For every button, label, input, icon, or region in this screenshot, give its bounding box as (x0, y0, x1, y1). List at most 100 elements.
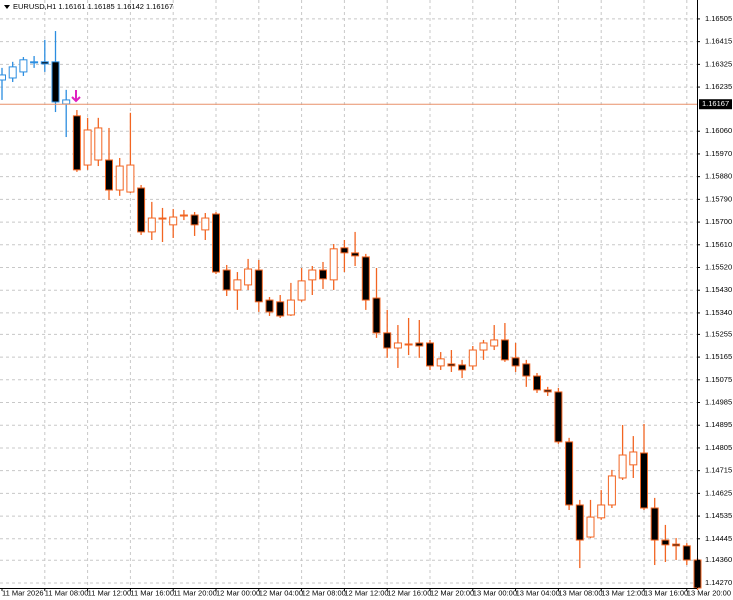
candle-body (640, 452, 648, 509)
candle-body (607, 475, 616, 506)
candle-body (19, 59, 28, 73)
candle-body (137, 187, 146, 233)
candle-body (72, 115, 81, 171)
y-tick-label: 1.16325 (705, 59, 732, 68)
candle-body (40, 61, 49, 65)
y-tick-label: 1.14715 (705, 466, 732, 475)
candle-body (672, 543, 681, 547)
candle-body (415, 342, 424, 347)
x-tick-label: 11 Mar 20:00 (173, 588, 217, 597)
candle-body (83, 129, 92, 166)
candle-body (0, 74, 6, 81)
y-tick-label: 1.16415 (705, 37, 732, 46)
candle-body (682, 545, 691, 561)
candle-body (479, 342, 488, 351)
y-tick-label: 1.15165 (705, 352, 732, 361)
y-tick-label: 1.15610 (705, 240, 732, 249)
candle-body (254, 269, 263, 303)
price-label-box (699, 99, 732, 110)
candle-body (169, 216, 178, 226)
candle-body (319, 269, 327, 280)
candle-body (115, 165, 124, 191)
candle-body (533, 375, 541, 391)
candle-body (51, 61, 60, 103)
candle-body (351, 252, 360, 257)
grid (0, 0, 697, 588)
y-tick-label: 1.15430 (705, 285, 732, 294)
y-tick-label: 1.14270 (705, 578, 732, 587)
sell-signal-arrow (71, 90, 81, 103)
x-tick-label: 11 Mar 08:00 (45, 588, 89, 597)
candle-body (244, 268, 253, 286)
symbol-menu-icon[interactable] (4, 5, 10, 9)
candle-body (490, 339, 499, 347)
candle-body (361, 256, 370, 301)
candle-body (565, 441, 574, 506)
y-tick-label: 1.15075 (705, 375, 732, 384)
candle-body (650, 507, 659, 541)
x-tick-label: 13 Mar 00:00 (473, 588, 517, 597)
x-tick-label: 12 Mar 08:00 (302, 588, 346, 597)
candle-body (618, 454, 627, 479)
candle-body (190, 214, 199, 226)
y-tick-label: 1.16505 (705, 14, 732, 23)
candle-body (62, 99, 71, 105)
candle-body (372, 297, 381, 334)
y-tick-label: 1.15700 (705, 217, 732, 226)
y-tick-label: 1.15880 (705, 172, 732, 181)
candle-body (554, 391, 563, 443)
candle-body (383, 332, 392, 349)
candle-body (629, 451, 638, 466)
candle-body (297, 280, 306, 301)
x-tick-label: 11 Mar 16:00 (130, 588, 174, 597)
x-tick-label: 12 Mar 04:00 (259, 588, 303, 597)
candle-body (212, 213, 220, 273)
x-tick-label: 13 Mar 20:00 (687, 588, 731, 597)
x-tick-label: 12 Mar 16:00 (387, 588, 431, 597)
candle-body (201, 217, 210, 231)
chart-title: EURUSD,H1 1.16161 1.16185 1.16142 1.1616… (13, 2, 173, 11)
candle-body (404, 343, 413, 346)
candle-body (233, 279, 242, 291)
y-tick-label: 1.15255 (705, 329, 732, 338)
x-tick-label: 13 Mar 16:00 (644, 588, 688, 597)
x-tick-label: 13 Mar 08:00 (558, 588, 602, 597)
y-tick-label: 1.14895 (705, 420, 732, 429)
y-tick-label: 1.14445 (705, 534, 732, 543)
x-tick-label: 12 Mar 12:00 (344, 588, 388, 597)
candle-body (222, 269, 231, 291)
candle-body (105, 159, 113, 191)
candle-body (276, 301, 285, 317)
y-tick-label: 1.14535 (705, 511, 732, 520)
candle-body (393, 342, 402, 349)
y-tick-label: 1.15970 (705, 149, 732, 158)
candle-body (8, 66, 17, 79)
candle-body (265, 299, 274, 313)
x-tick-label: 13 Mar 12:00 (601, 588, 645, 597)
y-tick-label: 1.15340 (705, 308, 732, 317)
candle-body (126, 164, 135, 193)
candle-body (458, 364, 467, 371)
candle-body (661, 539, 670, 546)
y-tick-label: 1.15520 (705, 262, 732, 271)
candle-body (426, 342, 434, 367)
candle-body (447, 363, 456, 367)
x-tick-label: 11 Mar 12:00 (88, 588, 132, 597)
x-tick-label: 13 Mar 04:00 (516, 588, 560, 597)
x-tick-label: 11 Mar 2026 (2, 588, 44, 597)
y-tick-label: 1.16235 (705, 82, 732, 91)
candle-body (543, 389, 552, 393)
candle-body (575, 504, 584, 541)
candle-body (147, 217, 156, 233)
candle-body (436, 358, 445, 367)
candle-body (158, 217, 167, 220)
candle-body (286, 299, 295, 316)
candle-body (340, 247, 349, 254)
x-tick-label: 12 Mar 00:00 (216, 588, 260, 597)
y-tick-label: 1.16060 (705, 126, 732, 135)
price-label: 1.16167 (702, 99, 729, 108)
y-tick-label: 1.15790 (705, 194, 732, 203)
candle-body (94, 127, 103, 161)
